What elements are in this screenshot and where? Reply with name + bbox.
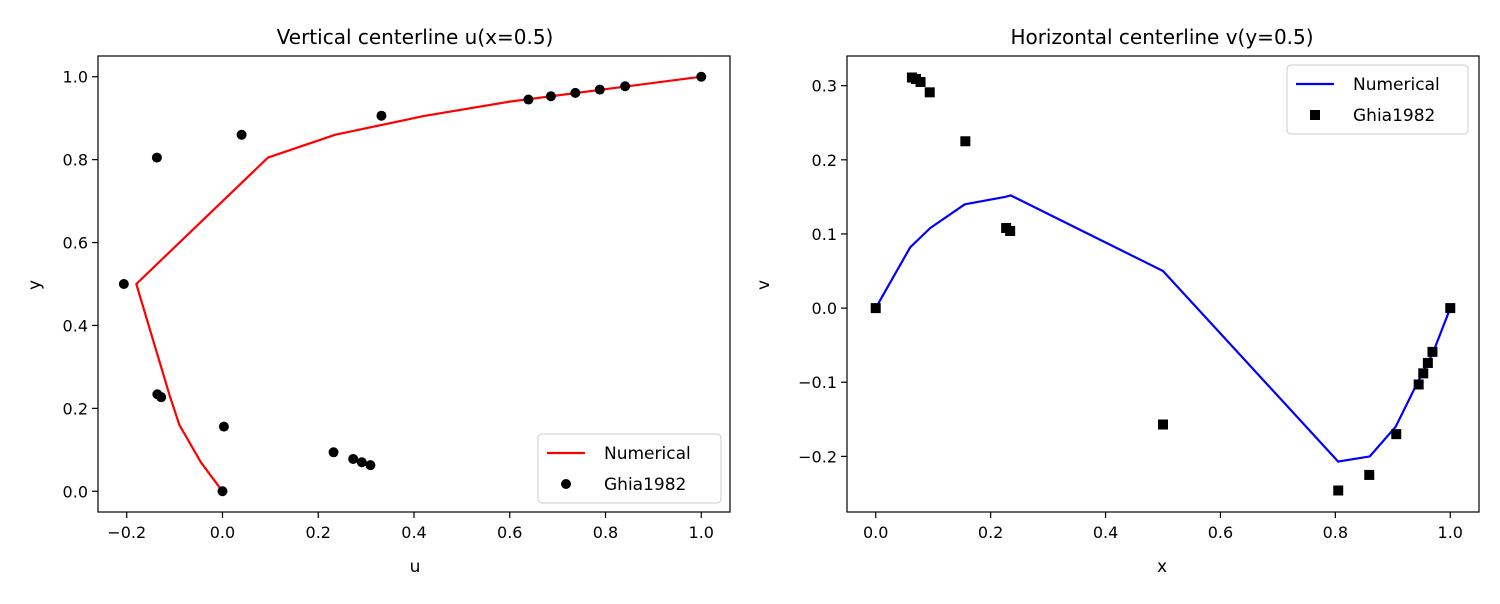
legend-marker-swatch — [1310, 110, 1320, 120]
y-tick-label: 0.1 — [812, 225, 837, 244]
legend: Numerical Ghia1982 — [1286, 64, 1469, 135]
ghia-data-point — [1005, 225, 1016, 236]
ghia-data-point — [236, 129, 247, 140]
x-tick-label: 0.2 — [306, 523, 331, 542]
x-tick-label: 0.6 — [497, 523, 522, 542]
legend-box — [537, 433, 722, 504]
ghia-data-point — [1158, 419, 1168, 430]
ghia-data-point — [1333, 485, 1344, 496]
x-tick-label: 0.6 — [1208, 523, 1233, 542]
x-axis-label: u — [410, 557, 421, 577]
x-tick-label: 0.0 — [210, 523, 235, 542]
ghia-data-point — [1364, 469, 1375, 480]
x-tick-label: 0.8 — [593, 523, 618, 542]
y-tick-label: 0.4 — [63, 316, 88, 335]
ghia-data-point — [151, 152, 162, 163]
ghia-data-point — [1427, 346, 1438, 357]
y-tick-label: 0.2 — [812, 151, 837, 170]
ghia-data-point — [156, 392, 167, 403]
plot-frame — [846, 55, 1480, 513]
ghia-data-point — [915, 76, 926, 87]
panel-vertical-centerline: Vertical centerline u(x=0.5) u y −0.2 0.0… — [25, 25, 731, 577]
y-tick-label: 0.0 — [63, 482, 88, 501]
ghia-data-point — [1413, 379, 1424, 390]
ghia-data-point — [348, 453, 359, 464]
x-tick-label: 0.4 — [1093, 523, 1118, 542]
ghia-data-point — [376, 110, 387, 121]
legend-label: Ghia1982 — [604, 475, 686, 495]
y-tick-label: 0.0 — [812, 299, 837, 318]
ghia-data-point — [218, 421, 229, 432]
legend-label: Ghia1982 — [1353, 106, 1435, 126]
y-axis-label: v — [754, 280, 774, 290]
legend-marker-swatch — [561, 479, 571, 489]
chart-title: Horizontal centerline v(y=0.5) — [1010, 25, 1313, 49]
legend: Numerical Ghia1982 — [537, 433, 722, 504]
ghia-data-point — [696, 71, 707, 82]
ghia-data-point — [217, 486, 228, 497]
y-axis-label: y — [25, 280, 45, 290]
ghia-data-point — [620, 81, 631, 92]
ghia-data-point — [870, 303, 881, 314]
numerical-series-line — [135, 75, 702, 492]
ghia-data-point — [356, 457, 367, 468]
ghia-data-point — [1418, 368, 1429, 379]
x-tick-label: 1.0 — [1438, 523, 1463, 542]
x-tick-label: −0.2 — [107, 523, 146, 542]
ghia-data-point — [924, 87, 935, 98]
ghia-data-point — [118, 279, 129, 289]
ghia-data-point — [545, 91, 556, 102]
plot-frame — [97, 55, 731, 513]
y-tick-label: 1.0 — [63, 68, 88, 87]
y-tick-label: 0.2 — [63, 399, 88, 418]
ghia-data-point — [328, 447, 339, 458]
ghia-data-point — [960, 136, 971, 147]
legend-box — [1286, 64, 1469, 135]
ghia-data-point — [365, 460, 376, 471]
y-tick-label: −0.1 — [798, 373, 837, 392]
ghia-data-point — [594, 84, 605, 95]
y-tick-label: 0.3 — [812, 77, 837, 96]
x-tick-label: 0.2 — [978, 523, 1003, 542]
x-tick-label: 1.0 — [689, 523, 714, 542]
chart-title: Vertical centerline u(x=0.5) — [277, 25, 554, 49]
legend-label: Numerical — [1353, 75, 1440, 95]
ghia-data-point — [523, 94, 534, 105]
legend-label: Numerical — [604, 444, 691, 464]
panel-horizontal-centerline: Horizontal centerline v(y=0.5) x v 0.0 0.… — [754, 25, 1480, 577]
x-tick-label: 0.4 — [401, 523, 426, 542]
ghia-data-point — [1445, 303, 1456, 314]
x-tick-label: 0.8 — [1323, 523, 1348, 542]
ghia-data-point — [1422, 357, 1433, 368]
y-tick-label: −0.2 — [798, 447, 837, 466]
ghia-data-point — [570, 87, 581, 98]
y-tick-label: 0.6 — [63, 234, 88, 253]
y-tick-label: 0.8 — [63, 151, 88, 170]
ghia-data-point — [1391, 429, 1402, 440]
x-axis-label: x — [1157, 557, 1167, 577]
x-tick-label: 0.0 — [863, 523, 888, 542]
